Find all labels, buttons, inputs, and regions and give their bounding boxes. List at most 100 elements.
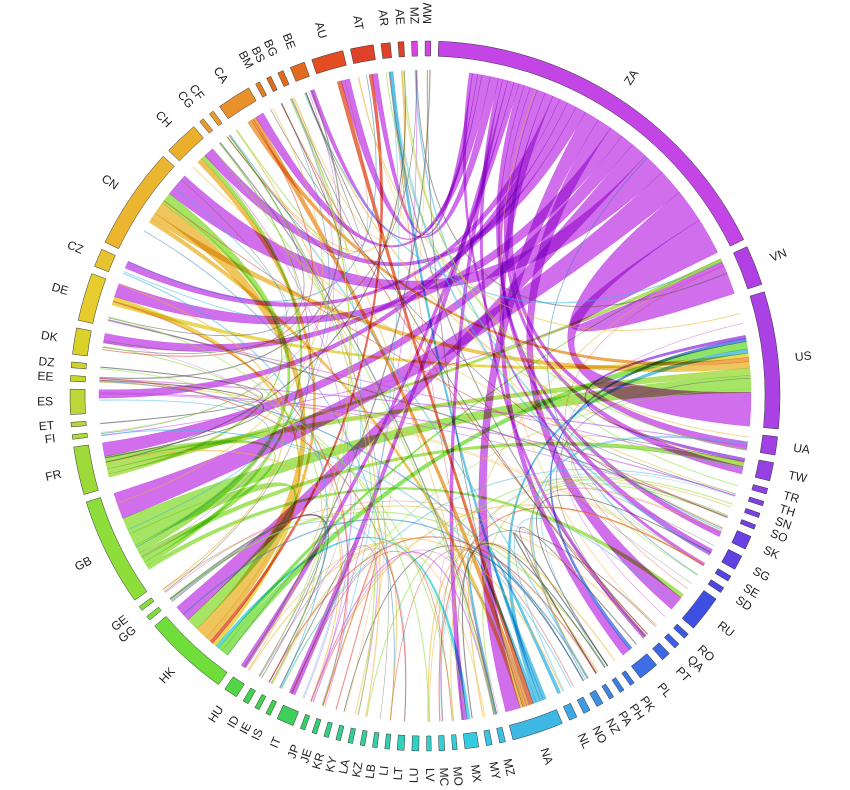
segment-arc-at — [350, 44, 376, 64]
segment-arc-pt — [652, 642, 670, 661]
segment-arc-gg — [146, 606, 162, 621]
segment-label-je: JE — [297, 747, 315, 765]
segment-label-pl: PL — [655, 680, 675, 700]
segment-label-jp: JP — [284, 742, 302, 760]
thin-link — [450, 259, 722, 721]
ribbon-gb-ru — [146, 487, 684, 599]
segment-arc-bs — [266, 75, 278, 93]
segment-arc-ie — [254, 694, 267, 711]
segment-label-lu: LU — [407, 768, 421, 784]
segment-arc-mo — [451, 734, 458, 751]
thin-link — [291, 92, 363, 247]
segment-label-fi: FI — [44, 431, 56, 446]
thin-link — [270, 108, 723, 529]
segment-arc-ee — [70, 375, 86, 383]
thin-link — [99, 380, 585, 682]
segment-label-hu: HU — [205, 703, 226, 725]
segment-arc-ky — [335, 724, 345, 742]
thin-link — [401, 70, 749, 438]
segment-label-cn: CN — [99, 171, 121, 192]
segment-label-ua: UA — [792, 441, 810, 457]
segment-arc-et — [70, 420, 87, 428]
thin-link — [259, 545, 378, 716]
segment-arc-sn — [744, 508, 761, 518]
segment-label-us: US — [794, 348, 812, 364]
thin-link — [102, 70, 417, 354]
thin-link — [279, 543, 356, 694]
segment-arc-sk — [731, 530, 752, 550]
ribbon-za-ua — [508, 89, 748, 451]
ribbon-na-mz — [467, 552, 537, 715]
segment-arc-ar — [380, 42, 392, 59]
segment-arc-cg — [199, 118, 214, 134]
segment-label-sn: SN — [773, 514, 793, 533]
thin-link — [101, 265, 724, 437]
thin-link — [564, 265, 725, 590]
segment-label-dz: DZ — [38, 354, 55, 369]
segment-label-na: NA — [538, 746, 557, 766]
segment-arc-no — [576, 696, 591, 714]
segment-arc-be — [289, 61, 310, 82]
thin-link — [247, 97, 351, 671]
segment-arc-dz — [70, 361, 87, 370]
thin-link — [440, 547, 584, 722]
thin-link — [547, 157, 698, 575]
thin-link — [127, 75, 377, 302]
thin-link — [192, 166, 736, 495]
segment-arc-so — [739, 519, 757, 530]
thin-link — [243, 70, 431, 668]
thin-link — [304, 92, 723, 304]
ribbon-za-dk — [103, 102, 577, 352]
thin-link — [438, 556, 499, 722]
segment-label-es: ES — [37, 394, 53, 408]
segment-arc-pl — [631, 653, 658, 679]
thin-link — [268, 536, 597, 683]
thin-link — [259, 98, 352, 678]
segment-arc-fr — [73, 444, 99, 495]
segment-label-layer: AEARATAUBEBGBSBMCACFCGCHCNCZDEDKDZEEESET… — [37, 2, 812, 787]
thin-link — [112, 300, 349, 706]
segment-label-kr: KR — [309, 751, 327, 771]
thin-link — [499, 89, 656, 627]
thin-link — [205, 154, 352, 703]
segment-arc-bg — [277, 70, 290, 87]
segment-arc-fi — [71, 432, 88, 440]
thin-link — [105, 449, 342, 702]
segment-label-nl: NL — [575, 731, 594, 751]
thin-link — [357, 76, 741, 331]
segment-arc-sd — [707, 579, 725, 593]
segment-arc-lv — [426, 735, 432, 752]
thin-link — [226, 532, 339, 684]
segment-arc-th — [747, 496, 765, 507]
segment-label-tr: TR — [782, 488, 801, 506]
thin-link — [169, 511, 607, 668]
segment-label-za: ZA — [621, 67, 641, 87]
thin-link — [169, 505, 647, 637]
segment-arc-bm — [255, 81, 267, 98]
thin-link — [519, 526, 637, 674]
segment-arc-tr — [751, 484, 769, 495]
thin-link-layer — [99, 70, 751, 722]
thin-link — [228, 135, 376, 716]
segment-label-bg: BG — [261, 37, 281, 59]
thin-link — [513, 517, 677, 692]
thin-link — [248, 537, 564, 692]
segment-arc-kr — [323, 721, 333, 738]
thin-link — [135, 102, 330, 548]
segment-arc-na — [508, 709, 563, 741]
segment-arc-ru — [681, 590, 717, 629]
thin-link — [100, 368, 455, 721]
thin-link — [403, 70, 747, 451]
segment-label-ae: AE — [392, 8, 407, 25]
segment-arc-la — [347, 727, 356, 744]
thin-link — [563, 479, 715, 584]
segment-label-cz: CZ — [65, 238, 85, 257]
segment-label-ar: AR — [376, 9, 392, 27]
ribbon-za-sg — [498, 85, 713, 556]
segment-arc-de — [77, 273, 107, 324]
thin-link — [100, 142, 300, 434]
thin-link — [226, 79, 369, 254]
segment-label-mz: MZ — [500, 757, 517, 777]
thin-link — [280, 468, 737, 689]
segment-arc-je — [311, 718, 322, 735]
